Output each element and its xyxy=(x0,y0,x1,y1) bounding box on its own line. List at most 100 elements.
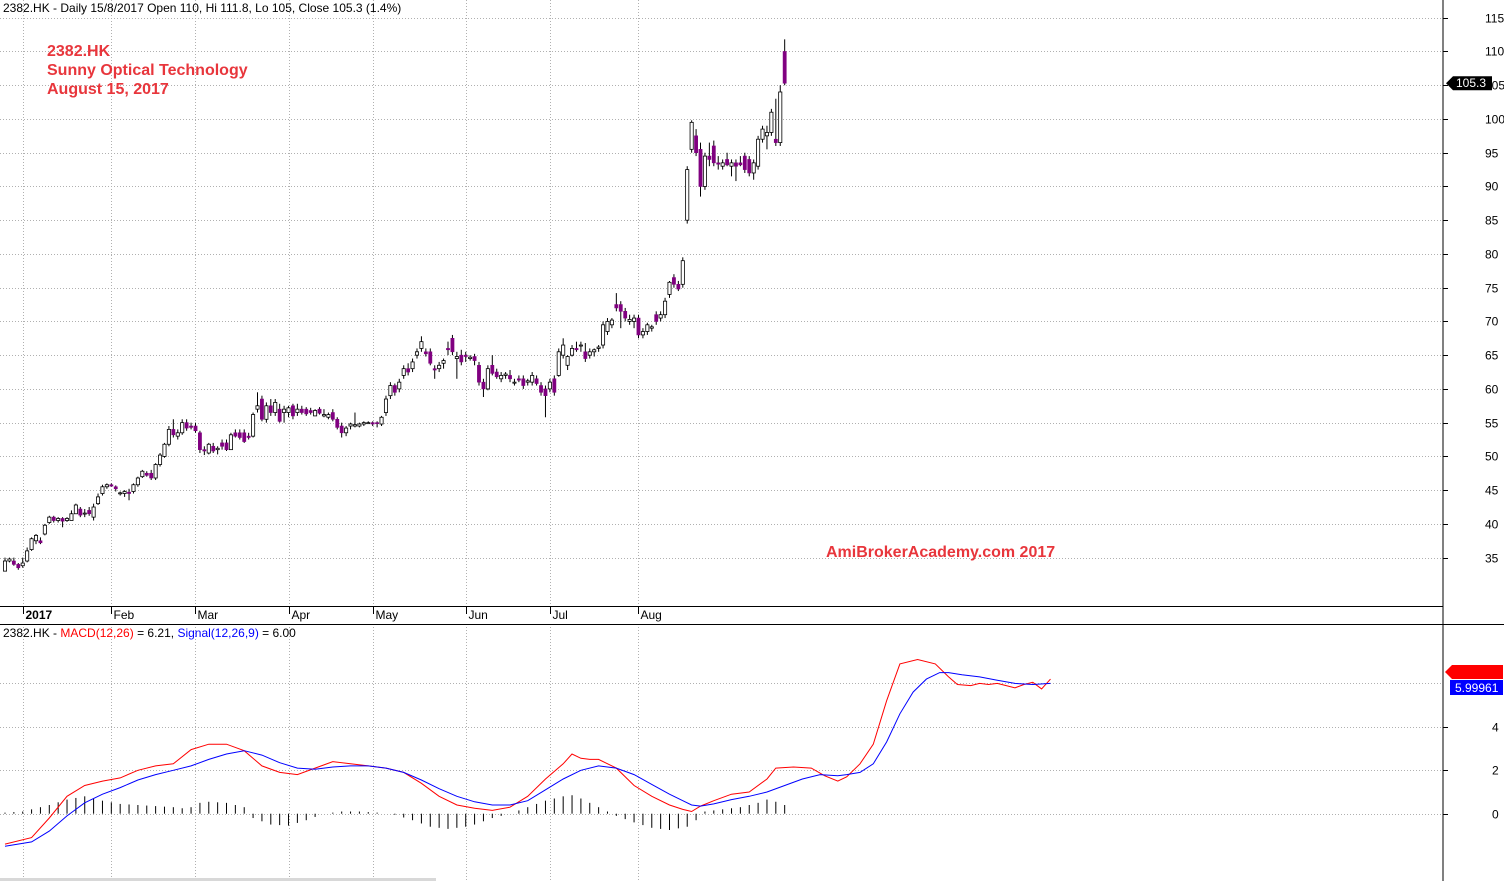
candle-body-up xyxy=(206,443,211,454)
candle-body-up xyxy=(104,484,109,488)
candle-body-up xyxy=(689,121,694,150)
macd-last-tag: 6.20961 xyxy=(1445,665,1503,679)
candle-body-down xyxy=(60,518,65,522)
price-x-axis: 2017 Feb Mar Apr May Jun Jul Aug xyxy=(23,606,662,881)
macd-y-tick-label: 4 xyxy=(1492,721,1499,735)
candle-body-down xyxy=(738,162,743,166)
candle-body-down xyxy=(16,564,21,569)
candle-body-down xyxy=(747,159,752,174)
price-y-tick-label: 60 xyxy=(1485,383,1499,397)
signal-last-tag-label: 5.99961 xyxy=(1455,681,1499,695)
candle-body-up xyxy=(547,381,552,390)
candle-body-up xyxy=(7,558,12,562)
candle-body-down xyxy=(711,145,716,164)
candle-body-up xyxy=(756,138,761,167)
price-candles xyxy=(3,39,787,572)
candle-body-down xyxy=(189,425,193,428)
candle-body-up xyxy=(313,410,318,417)
macd-grid xyxy=(0,683,1443,815)
candle-body-up xyxy=(778,91,783,143)
candle-body-down xyxy=(716,162,721,165)
candle-body-up xyxy=(561,344,566,356)
candle-body-down xyxy=(459,354,464,363)
candle-body-down xyxy=(198,432,202,450)
candle-body-up xyxy=(255,405,260,410)
candle-body-down xyxy=(698,149,703,187)
last-price-tag-shape xyxy=(1446,76,1492,91)
price-y-tick-label: 55 xyxy=(1485,417,1499,431)
month-label: Feb xyxy=(114,608,135,622)
candle-body-up xyxy=(401,368,406,376)
candle-body-up xyxy=(91,506,96,518)
candle-body-down xyxy=(78,508,83,516)
candle-body-up xyxy=(609,319,614,326)
candle-body-down xyxy=(428,351,433,364)
candle-body-up xyxy=(357,423,362,427)
price-grid xyxy=(0,0,1443,606)
candle-body-up xyxy=(175,432,180,437)
candle-body-down xyxy=(481,381,486,390)
signal-last-tag: 5.99961 xyxy=(1450,680,1503,695)
candle-body-up xyxy=(383,398,388,413)
candle-body-up xyxy=(485,368,490,390)
watermark: AmiBrokerAcademy.com 2017 xyxy=(826,544,1055,561)
candle-body-up xyxy=(73,504,78,515)
candle-body-up xyxy=(437,364,442,370)
month-label: Jul xyxy=(553,608,568,622)
candle-body-down xyxy=(220,442,224,447)
candle-body-down xyxy=(335,418,340,428)
candle-body-up xyxy=(601,324,606,346)
candle-body-up xyxy=(605,321,610,332)
candle-body-down xyxy=(339,425,344,434)
macd-y-tick-label: 2 xyxy=(1492,764,1499,778)
candle-body-up xyxy=(166,429,171,445)
candle-body-down xyxy=(543,388,548,396)
candle-body-up xyxy=(321,414,326,417)
price-y-tick-label: 65 xyxy=(1485,349,1499,363)
price-y-tick-label: 110 xyxy=(1485,45,1504,59)
candle-body-up xyxy=(680,260,685,285)
price-y-tick-label: 90 xyxy=(1485,180,1499,194)
candle-body-down xyxy=(11,560,16,565)
candle-body-up xyxy=(685,169,690,221)
candle-body-down xyxy=(508,375,512,380)
candle-body-down xyxy=(432,368,437,371)
candle-body-up xyxy=(530,375,535,383)
candle-body-down xyxy=(477,364,481,383)
candle-body-down xyxy=(636,317,641,336)
candle-body-up xyxy=(729,162,734,167)
candle-body-up xyxy=(251,414,256,437)
candle-body-up xyxy=(379,416,384,425)
scrollbar-track[interactable] xyxy=(0,878,436,881)
candle-body-up xyxy=(556,351,561,376)
candle-body-up xyxy=(627,319,632,322)
macd-last-tag-label: 6.20961 xyxy=(1455,665,1499,679)
candle-body-up xyxy=(56,518,61,521)
candle-body-up xyxy=(419,341,424,349)
candle-body-down xyxy=(291,405,295,417)
candle-body-up xyxy=(645,324,650,332)
candle-body-down xyxy=(144,472,149,476)
candle-body-up xyxy=(29,538,34,550)
candle-body-up xyxy=(215,447,220,451)
candle-body-down xyxy=(260,398,264,420)
candle-body-down xyxy=(773,138,778,143)
annotation-date: August 15, 2017 xyxy=(47,81,169,98)
candle-body-up xyxy=(180,422,185,434)
candle-body-up xyxy=(720,162,725,167)
candle-body-down xyxy=(618,304,623,312)
candle-body-down xyxy=(672,277,676,285)
price-y-tick-label: 100 xyxy=(1485,113,1504,127)
candle-body-down xyxy=(516,378,521,381)
candle-body-up xyxy=(640,331,645,336)
macd-last-tag-shape xyxy=(1445,665,1503,679)
candle-body-up xyxy=(667,281,672,295)
last-price-tag: 105.3 xyxy=(1446,76,1492,91)
macd-header: 2382.HK - MACD(12,26) = 6.21, Signal(12,… xyxy=(3,626,296,640)
candle-body-down xyxy=(268,405,273,413)
candle-body-up xyxy=(352,424,357,427)
price-header: 2382.HK - Daily 15/8/2017 Open 110, Hi 1… xyxy=(3,1,401,15)
candle-body-up xyxy=(118,492,123,495)
candle-body-down xyxy=(707,155,712,160)
candle-body-down xyxy=(534,378,539,384)
